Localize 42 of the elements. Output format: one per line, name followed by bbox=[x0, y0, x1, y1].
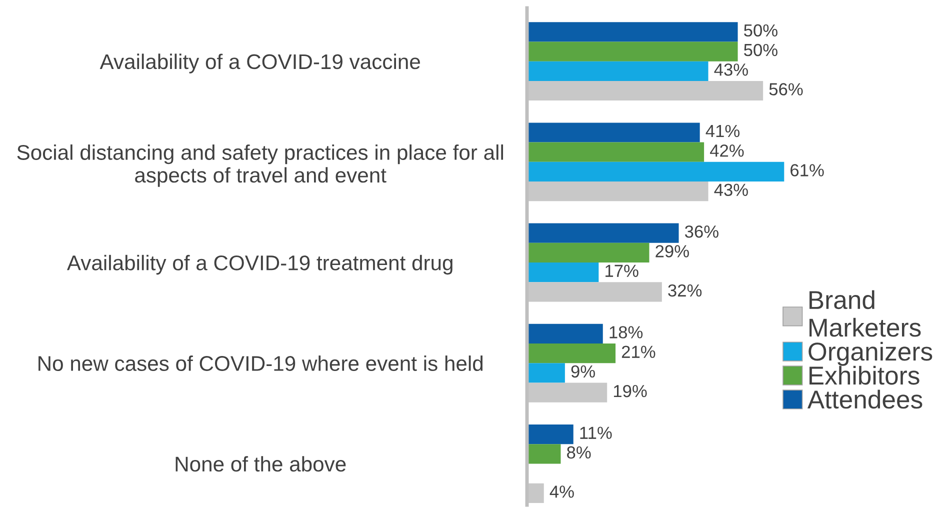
bar bbox=[527, 363, 565, 383]
bar bbox=[527, 142, 704, 162]
y-tick-label: No new cases of COVID-19 where event is held bbox=[38, 355, 483, 371]
bar bbox=[527, 61, 708, 81]
bar bbox=[527, 223, 679, 243]
data-label: 8% bbox=[567, 446, 591, 459]
data-label: 43% bbox=[714, 184, 748, 196]
data-label: 17% bbox=[606, 264, 638, 277]
data-label: 18% bbox=[610, 326, 643, 338]
bar bbox=[527, 444, 561, 464]
bar bbox=[527, 242, 650, 263]
y-tick-label: Availability of a COVID-19 vaccine bbox=[100, 54, 420, 74]
legend-label: Organizers bbox=[808, 342, 932, 366]
data-label: 50% bbox=[744, 44, 778, 56]
data-label: 21% bbox=[622, 346, 656, 358]
bar bbox=[527, 162, 784, 182]
data-label: 61% bbox=[790, 164, 824, 176]
legend-label: Brand Marketers bbox=[810, 290, 921, 337]
legend-label: Attendees bbox=[807, 390, 922, 409]
data-label: 42% bbox=[710, 144, 744, 157]
y-tick-label: Availability of a COVID-19 treatment drug bbox=[66, 254, 452, 275]
bar bbox=[527, 262, 599, 282]
bar bbox=[527, 42, 738, 62]
data-label: 4% bbox=[550, 486, 574, 498]
bar bbox=[527, 122, 700, 142]
legend-label: Exhibitors bbox=[810, 366, 920, 385]
y-tick-label: Social distancing and safety practices in place for all aspects of travel and event bbox=[17, 144, 504, 187]
data-label: 19% bbox=[614, 384, 647, 398]
data-label: 56% bbox=[769, 83, 803, 96]
bar bbox=[527, 344, 616, 364]
data-label: 29% bbox=[656, 245, 689, 258]
data-label: 36% bbox=[684, 225, 718, 238]
bar bbox=[527, 424, 574, 444]
data-label: 43% bbox=[714, 64, 748, 76]
bar bbox=[527, 324, 603, 344]
bar bbox=[527, 22, 738, 42]
data-label: 41% bbox=[706, 124, 740, 138]
data-label: 9% bbox=[571, 365, 595, 378]
data-label: 32% bbox=[668, 284, 702, 297]
data-label: 50% bbox=[744, 24, 778, 37]
data-label: 11% bbox=[580, 426, 612, 439]
y-tick-label: None of the above bbox=[176, 456, 346, 472]
